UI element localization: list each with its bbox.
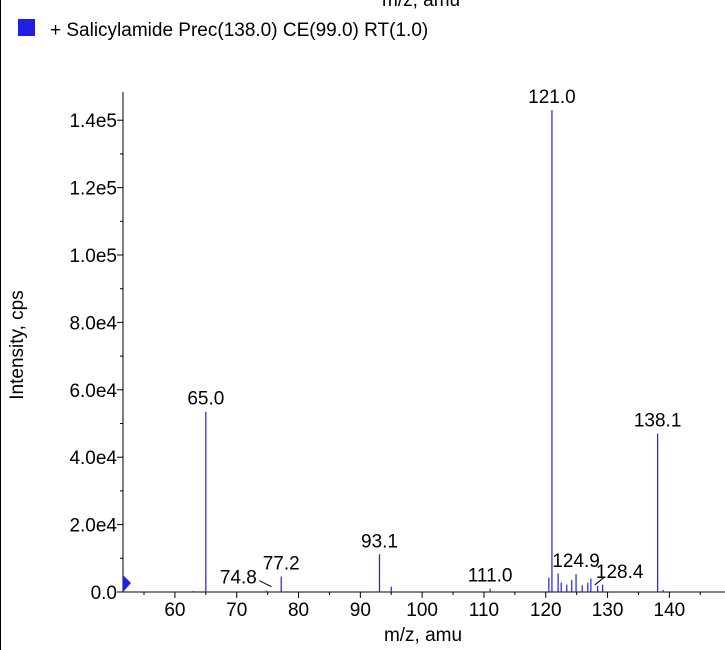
peak-label: 121.0 (528, 87, 576, 108)
peak-label: 138.1 (634, 411, 682, 432)
peak-bars (192, 110, 664, 592)
y-tick-label: 4.0e4 (69, 448, 117, 469)
y-axis-label: Intensity, cps (7, 290, 28, 399)
legend-swatch (18, 18, 35, 36)
clipped-axis-label: m/z, amu (382, 0, 461, 11)
legend-label: + Salicylamide Prec(138.0) CE(99.0) RT(1… (50, 20, 429, 41)
x-tick-label: 140 (654, 600, 686, 621)
x-tick-label: 130 (592, 600, 624, 621)
axes: 0.0 2.0e4 4.0e4 6.0e4 8.0e4 1.0e5 1.2e5 1.4e5 60… (69, 92, 725, 621)
x-tick-label: 80 (288, 600, 309, 621)
peak-label: 74.8 (220, 568, 257, 589)
peak-label: 65.0 (187, 389, 224, 410)
cursor-marker-icon[interactable] (123, 575, 131, 592)
peak-leader-line (594, 576, 605, 586)
legend: + Salicylamide Prec(138.0) CE(99.0) RT(1… (18, 18, 429, 43)
window-left-border (0, 0, 1, 650)
x-tick-label: 120 (530, 600, 562, 621)
y-tick-label: 1.4e5 (69, 111, 117, 132)
x-tick-label: 100 (406, 600, 438, 621)
x-tick-label: 70 (226, 600, 247, 621)
y-tick-label: 0.0 (91, 583, 117, 604)
x-axis-label: m/z, amu (384, 625, 462, 646)
y-tick-label: 8.0e4 (69, 313, 117, 334)
y-tick-label: 6.0e4 (69, 381, 117, 402)
y-tick-label: 1.0e5 (69, 246, 117, 267)
y-tick-label: 2.0e4 (69, 516, 117, 537)
y-tick-label: 1.2e5 (69, 179, 117, 200)
peak-label: 77.2 (263, 553, 300, 574)
peak-label: 93.1 (361, 531, 398, 552)
x-tick-label: 110 (469, 600, 499, 621)
peak-label: 124.9 (552, 551, 600, 572)
x-tick-label: 60 (164, 600, 185, 621)
peak-label: 111.0 (468, 566, 513, 587)
x-tick-label: 90 (350, 600, 371, 621)
peak-label: 128.4 (596, 562, 644, 583)
peak-leader-line (259, 580, 272, 588)
